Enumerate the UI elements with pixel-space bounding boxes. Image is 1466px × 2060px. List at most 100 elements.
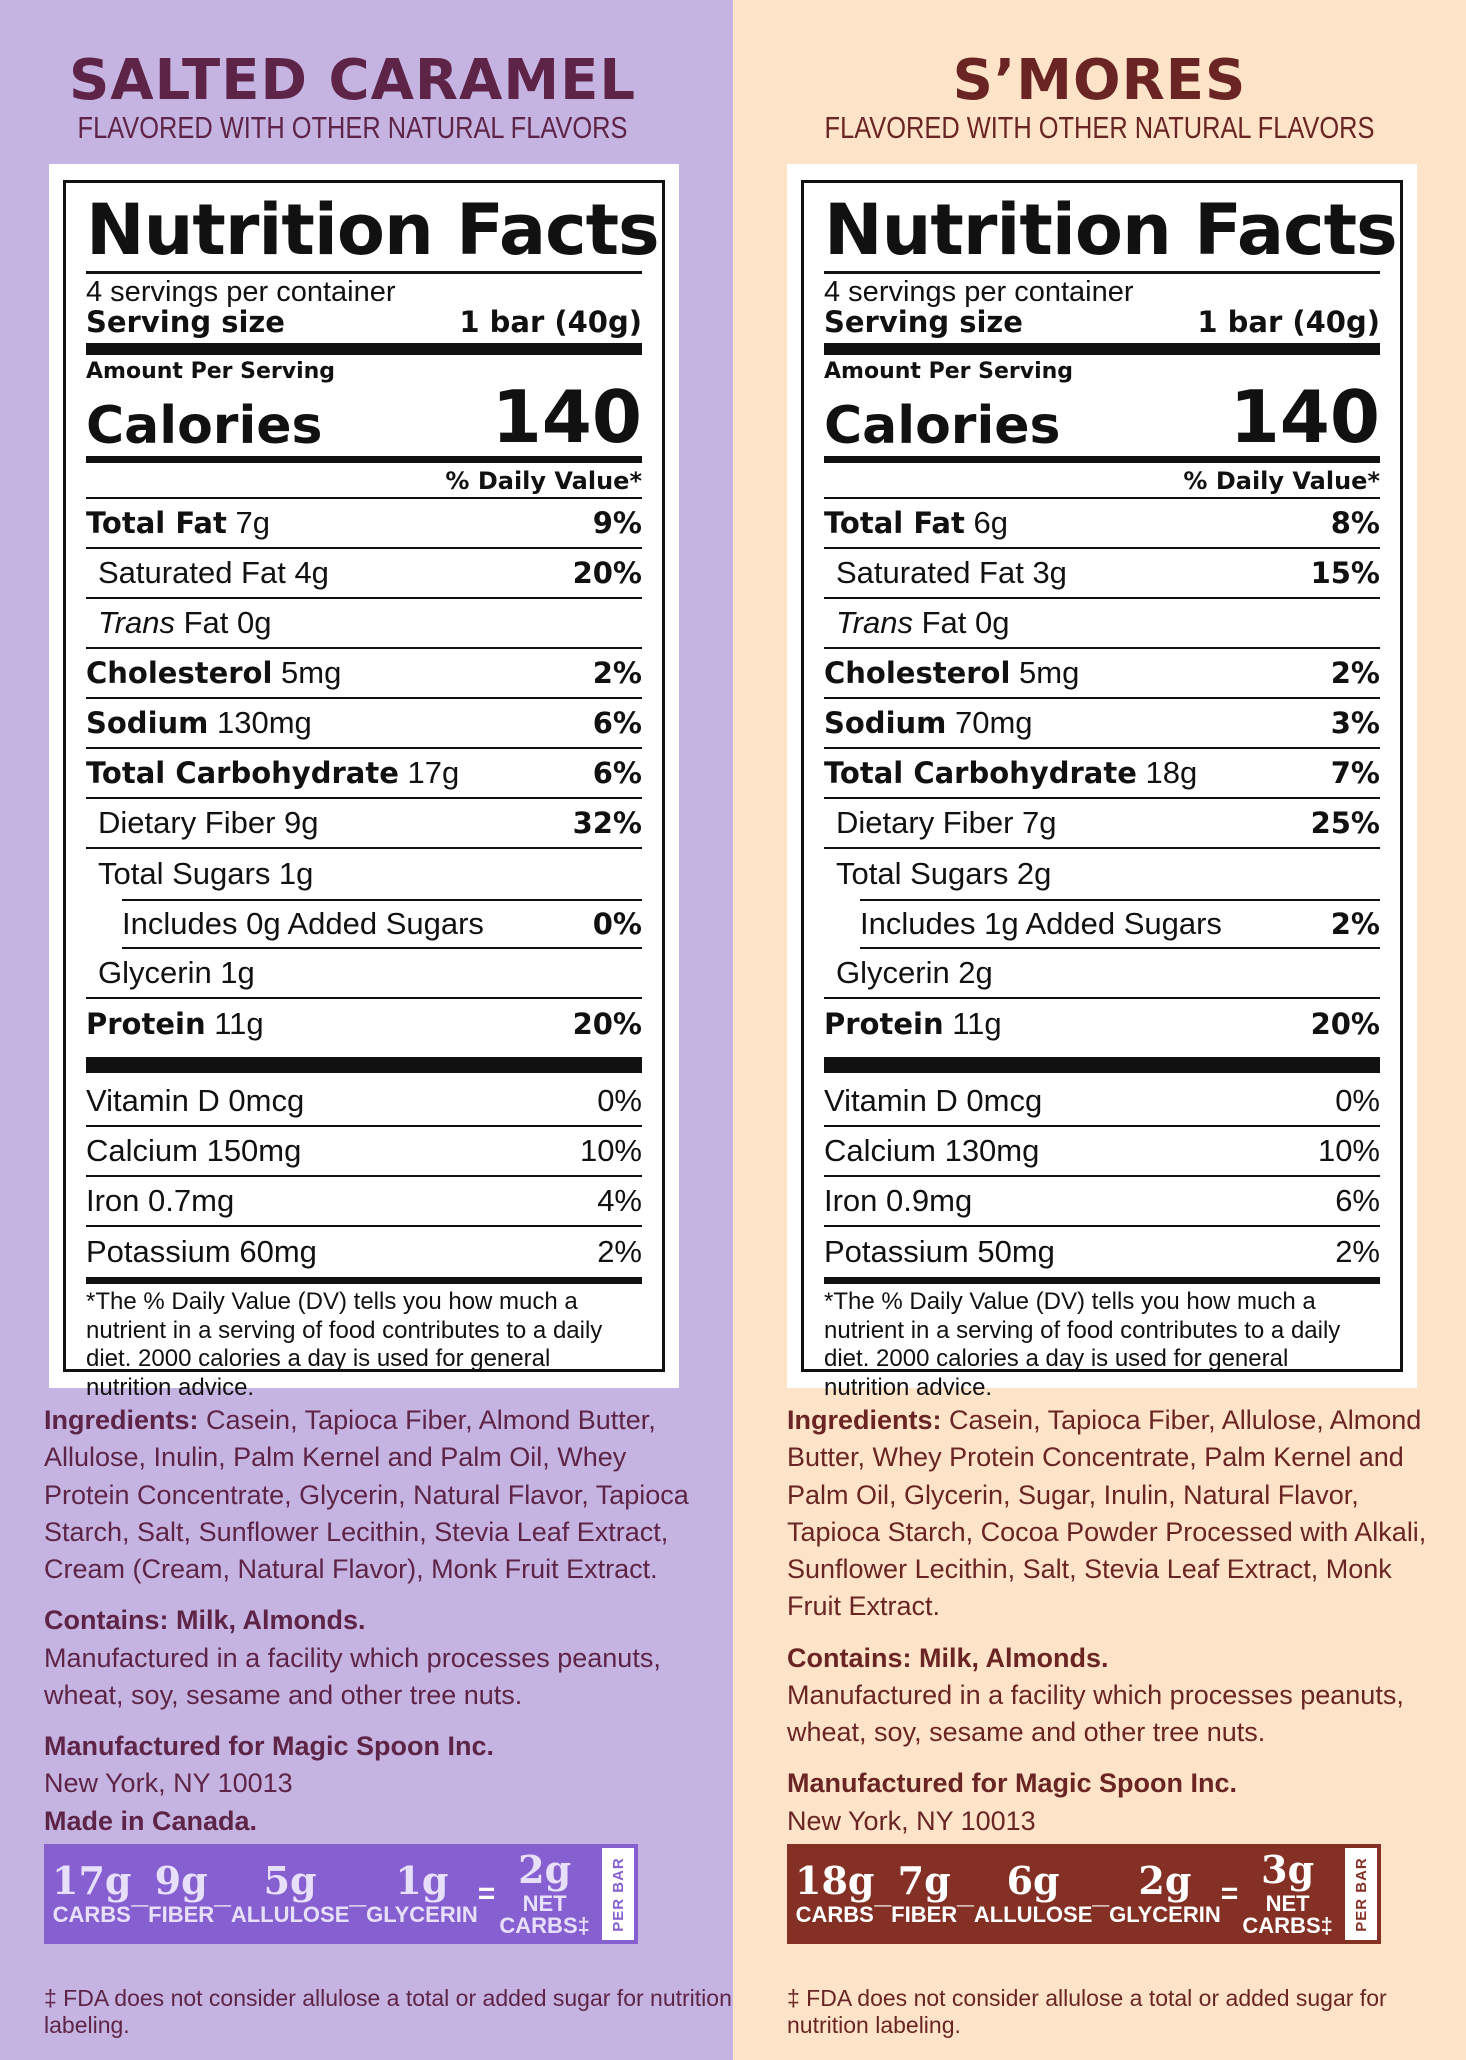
glycerin-cell: 1g GLYCERIN xyxy=(366,1858,478,1927)
glycerin-text: Glycerin 2g xyxy=(836,954,993,990)
cholesterol-label: Cholesterol xyxy=(824,655,1011,690)
iron-percent: 6% xyxy=(1335,1182,1380,1218)
trans-fat-row: Trans Fat 0g xyxy=(824,599,1380,649)
calcium-text: Calcium 150mg xyxy=(86,1132,302,1168)
cholesterol-amount: 5mg xyxy=(281,654,342,690)
added-sugars-percent: 0% xyxy=(592,906,642,941)
nutrition-label-panel: Nutrition Facts 4 servings per container… xyxy=(49,164,679,1401)
saturated-fat-text: Saturated Fat 3g xyxy=(836,554,1067,590)
vitamin-d-text: Vitamin D 0mcg xyxy=(824,1082,1043,1118)
per-bar-tag: PER BAR xyxy=(1345,1848,1377,1940)
minus-sign: _ xyxy=(1092,1877,1110,1910)
manufacturer-paragraph: Manufactured for Magic Spoon Inc. New Yor… xyxy=(44,1728,694,1840)
protein-label: Protein xyxy=(86,1006,206,1041)
serving-size-value: 1 bar (40g) xyxy=(1197,305,1380,339)
cholesterol-label: Cholesterol xyxy=(86,655,273,690)
carbohydrate-label: Total Carbohydrate xyxy=(824,755,1137,790)
potassium-row: Potassium 60mg 2% xyxy=(86,1227,642,1277)
cholesterol-percent: 2% xyxy=(1330,655,1380,690)
calcium-percent: 10% xyxy=(579,1132,642,1168)
ingredients-list: Casein, Tapioca Fiber, Allulose, Almond … xyxy=(787,1405,1427,1622)
glycerin-row: Glycerin 1g xyxy=(86,949,642,999)
allergen-paragraph: Contains: Milk, Almonds. Manufactured in … xyxy=(787,1640,1437,1752)
contains-statement: Contains: Milk, Almonds. xyxy=(44,1605,366,1636)
calories-row: Calories 140 xyxy=(86,375,642,460)
fiber-cell: 7g FIBER xyxy=(891,1858,958,1927)
smores-column: S’MORES FLAVORED WITH OTHER NATURAL FLAV… xyxy=(733,0,1466,2060)
fda-footnote: ‡ FDA does not consider allulose a total… xyxy=(44,1985,732,2038)
minus-sign: _ xyxy=(874,1877,892,1910)
vitamin-d-percent: 0% xyxy=(1335,1082,1380,1118)
potassium-percent: 2% xyxy=(1335,1233,1380,1269)
facility-statement: Manufactured in a facility which process… xyxy=(44,1642,661,1710)
protein-label: Protein xyxy=(824,1006,944,1041)
carbs-cell: 17g CARBS xyxy=(52,1858,132,1927)
manufacturer-city: New York, NY 10013 xyxy=(787,1805,1036,1836)
total-sugars-text: Total Sugars 1g xyxy=(98,855,314,891)
protein-amount: 11g xyxy=(214,1005,264,1041)
carbs-cell: 18g CARBS xyxy=(795,1858,875,1927)
ingredients-paragraph: Ingredients: Casein, Tapioca Fiber, Allu… xyxy=(787,1402,1437,1626)
iron-text: Iron 0.7mg xyxy=(86,1182,235,1218)
equals-sign: = xyxy=(1220,1877,1239,1910)
calories-value: 140 xyxy=(491,375,642,460)
vitamin-d-percent: 0% xyxy=(597,1082,642,1118)
glycerin-cell: 2g GLYCERIN xyxy=(1109,1858,1221,1927)
saturated-fat-percent: 20% xyxy=(572,555,642,590)
calories-label: Calories xyxy=(824,396,1061,457)
glycerin-row: Glycerin 2g xyxy=(824,949,1380,999)
fiber-cell: 9g FIBER xyxy=(148,1858,215,1927)
fda-footnote: ‡ FDA does not consider allulose a total… xyxy=(787,1985,1387,2038)
sodium-row: Sodium 130mg 6% xyxy=(86,699,642,749)
calories-row: Calories 140 xyxy=(824,381,1380,457)
total-carbohydrate-row: Total Carbohydrate 17g 6% xyxy=(86,749,642,799)
sodium-amount: 130mg xyxy=(217,704,312,740)
servings-per-container: 4 servings per container xyxy=(824,276,1134,308)
nutrition-facts-label: Nutrition Facts 4 servings per container… xyxy=(63,180,665,1401)
trans-word: Trans xyxy=(98,604,175,640)
total-fat-label: Total Fat xyxy=(86,505,227,540)
amount-per-serving: Amount Per Serving xyxy=(824,359,1074,385)
dietary-fiber-percent: 25% xyxy=(1310,805,1380,840)
ingredients-list: Casein, Tapioca Fiber, Almond Butter, Al… xyxy=(44,1405,689,1584)
servings-per-container: 4 servings per container xyxy=(86,276,396,308)
calcium-row: Calcium 130mg 10% xyxy=(824,1127,1380,1177)
minus-sign: _ xyxy=(957,1877,974,1910)
ingredients-heading: Ingredients: xyxy=(787,1405,942,1435)
carbohydrate-percent: 6% xyxy=(592,755,642,790)
saturated-fat-row: Saturated Fat 3g 15% xyxy=(824,549,1380,599)
saturated-fat-percent: 15% xyxy=(1310,555,1380,590)
dietary-fiber-row: Dietary Fiber 7g 25% xyxy=(824,799,1380,849)
flavor-title: SALTED CARAMEL xyxy=(68,48,637,113)
daily-value-header: % Daily Value* xyxy=(824,463,1380,499)
made-in-statement: Made in Canada. xyxy=(44,1805,258,1836)
sodium-row: Sodium 70mg 3% xyxy=(824,699,1380,749)
allergen-paragraph: Contains: Milk, Almonds. Manufactured in … xyxy=(44,1602,694,1714)
sodium-percent: 3% xyxy=(1330,705,1380,740)
nutrition-facts-heading: Nutrition Facts xyxy=(824,189,1398,271)
calcium-row: Calcium 150mg 10% xyxy=(86,1127,642,1177)
flavor-subtitle: FLAVORED WITH OTHER NATURAL FLAVORS xyxy=(824,110,1375,145)
sodium-label: Sodium xyxy=(86,705,209,740)
contains-statement: Contains: Milk, Almonds. xyxy=(787,1642,1109,1673)
carbohydrate-percent: 7% xyxy=(1330,755,1380,790)
ingredients-paragraph: Ingredients: Casein, Tapioca Fiber, Almo… xyxy=(44,1402,694,1588)
product-info: Ingredients: Casein, Tapioca Fiber, Allu… xyxy=(787,1402,1437,1891)
minus-sign: _ xyxy=(131,1877,149,1910)
serving-size-row: Serving size 1 bar (40g) xyxy=(86,307,642,338)
dietary-fiber-percent: 32% xyxy=(572,805,642,840)
protein-row: Protein 11g 20% xyxy=(824,999,1380,1049)
facility-statement: Manufactured in a facility which process… xyxy=(787,1679,1404,1747)
iron-text: Iron 0.9mg xyxy=(824,1182,973,1218)
daily-value-header: % Daily Value* xyxy=(86,463,642,499)
net-carbs-cell: 3g NET CARBS‡ xyxy=(1242,1847,1333,1938)
trans-word: Trans xyxy=(836,604,913,640)
total-fat-amount: 7g xyxy=(235,504,270,540)
vitamin-d-row: Vitamin D 0mcg 0% xyxy=(824,1077,1380,1127)
serving-size-row: Serving size 1 bar (40g) xyxy=(824,305,1380,339)
calcium-percent: 10% xyxy=(1317,1132,1380,1168)
sodium-label: Sodium xyxy=(824,705,947,740)
total-fat-row: Total Fat 6g 8% xyxy=(824,499,1380,549)
flavor-title: S’MORES xyxy=(952,48,1247,113)
net-carbs-banner: 18g CARBS _ 7g FIBER _ 6g ALLULOSE _ 2g GLYC… xyxy=(787,1844,1381,1944)
